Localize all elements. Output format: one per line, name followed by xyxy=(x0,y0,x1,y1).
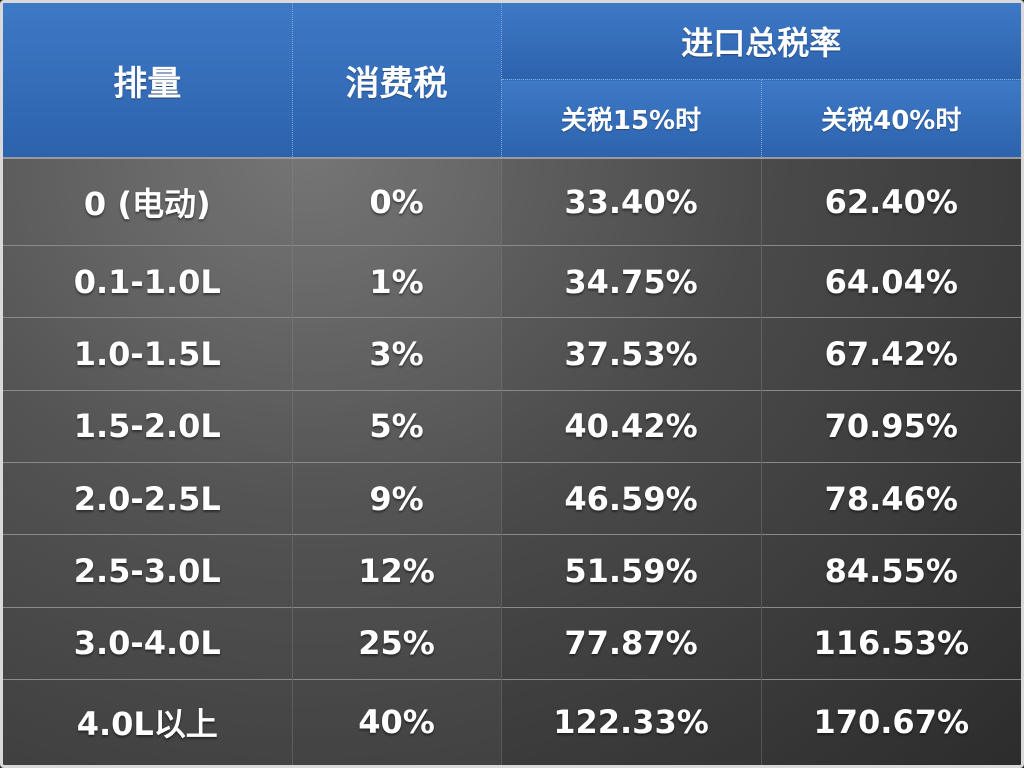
cell-tariff-15: 46.59% xyxy=(501,461,762,535)
cell-displacement: 3.0-4.0L xyxy=(3,606,293,680)
cell-tariff-40: 116.53% xyxy=(761,606,1021,680)
cell-consumption-tax: 1% xyxy=(292,244,502,318)
table-header: 排量 消费税 进口总税率 关税15%时 关税40%时 xyxy=(3,3,1021,158)
header-total-import-tax: 进口总税率 xyxy=(501,3,1021,80)
table-row: 4.0L以上 40% 122.33% 170.67% xyxy=(3,678,1021,765)
cell-tariff-40: 70.95% xyxy=(761,389,1021,463)
header-displacement: 排量 xyxy=(3,3,293,158)
table-row: 0.1-1.0L 1% 34.75% 64.04% xyxy=(3,244,1021,318)
cell-displacement: 0.1-1.0L xyxy=(3,244,293,318)
cell-consumption-tax: 0% xyxy=(292,156,502,246)
cell-displacement: 2.0-2.5L xyxy=(3,461,293,535)
cell-consumption-tax: 3% xyxy=(292,317,502,391)
cell-tariff-40: 78.46% xyxy=(761,461,1021,535)
cell-consumption-tax: 40% xyxy=(292,678,502,765)
cell-displacement: 2.5-3.0L xyxy=(3,534,293,608)
table-row: 0 (电动) 0% 33.40% 62.40% xyxy=(3,156,1021,246)
cell-displacement: 1.5-2.0L xyxy=(3,389,293,463)
cell-tariff-40: 170.67% xyxy=(761,678,1021,765)
cell-tariff-15: 122.33% xyxy=(501,678,762,765)
cell-consumption-tax: 12% xyxy=(292,534,502,608)
table-row: 2.5-3.0L 12% 51.59% 84.55% xyxy=(3,534,1021,608)
cell-tariff-40: 84.55% xyxy=(761,534,1021,608)
cell-displacement: 0 (电动) xyxy=(3,156,293,246)
cell-tariff-15: 37.53% xyxy=(501,317,762,391)
cell-displacement: 4.0L以上 xyxy=(3,678,293,765)
header-row-top: 排量 消费税 进口总税率 xyxy=(3,3,1021,158)
cell-tariff-40: 62.40% xyxy=(761,156,1021,246)
cell-tariff-40: 67.42% xyxy=(761,317,1021,391)
cell-tariff-15: 33.40% xyxy=(501,156,762,246)
table-row: 1.0-1.5L 3% 37.53% 67.42% xyxy=(3,317,1021,391)
cell-tariff-40: 64.04% xyxy=(761,244,1021,318)
cell-tariff-15: 34.75% xyxy=(501,244,762,318)
cell-displacement: 1.0-1.5L xyxy=(3,317,293,391)
cell-consumption-tax: 5% xyxy=(292,389,502,463)
table-row: 1.5-2.0L 5% 40.42% 70.95% xyxy=(3,389,1021,463)
cell-tariff-15: 40.42% xyxy=(501,389,762,463)
import-tax-table: 排量 消费税 进口总税率 关税15%时 关税40%时 0 (电动) 0% 33.40… xyxy=(3,3,1021,765)
table-row: 2.0-2.5L 9% 46.59% 78.46% xyxy=(3,461,1021,535)
header-tariff-40: 关税40%时 xyxy=(761,79,1021,158)
header-row-sub: 关税15%时 关税40%时 xyxy=(3,79,1021,158)
table-body: 0 (电动) 0% 33.40% 62.40% 0.1-1.0L 1% 34.75% 64.0… xyxy=(3,156,1021,765)
cell-consumption-tax: 25% xyxy=(292,606,502,680)
header-consumption-tax: 消费税 xyxy=(292,3,502,158)
cell-consumption-tax: 9% xyxy=(292,461,502,535)
header-tariff-15: 关税15%时 xyxy=(501,79,762,158)
cell-tariff-15: 77.87% xyxy=(501,606,762,680)
table-row: 3.0-4.0L 25% 77.87% 116.53% xyxy=(3,606,1021,680)
cell-tariff-15: 51.59% xyxy=(501,534,762,608)
